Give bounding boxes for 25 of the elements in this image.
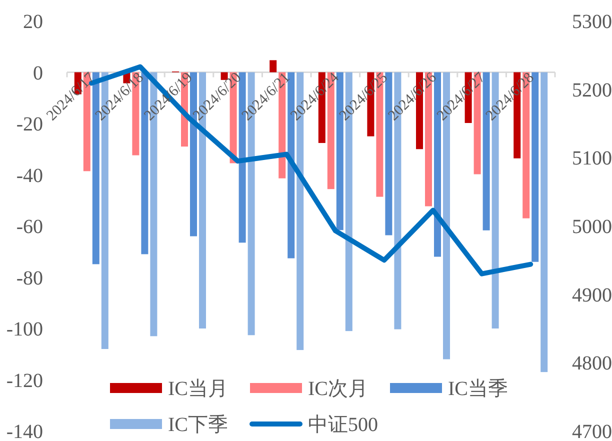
- y2-tick-label: 4900: [572, 284, 612, 306]
- y2-tick-label: 4700: [572, 421, 612, 441]
- y-tick-label: 20: [23, 11, 43, 33]
- legend-label: IC当月: [168, 378, 228, 400]
- bar: [220, 72, 228, 80]
- y-tick-label: -140: [6, 421, 43, 441]
- y-tick-label: -20: [16, 114, 43, 136]
- y2-tick-label: 5100: [572, 148, 612, 170]
- y2-tick-label: 4800: [572, 352, 612, 375]
- bar: [270, 60, 277, 72]
- bar: [532, 72, 539, 262]
- y-tick-label: -40: [16, 164, 43, 187]
- y-tick-label: -100: [6, 318, 43, 340]
- y-tick-label: -120: [6, 370, 43, 392]
- legend-label: IC次月: [308, 378, 368, 400]
- legend-label: IC当季: [448, 378, 508, 400]
- y2-tick-label: 5200: [572, 79, 612, 102]
- y-tick-label: -80: [16, 267, 43, 290]
- y-tick-label: 0: [33, 62, 43, 84]
- legend-label: IC下季: [168, 414, 228, 436]
- y2-tick-label: 5000: [572, 216, 612, 238]
- bar: [540, 72, 548, 372]
- y2-tick-label: 5300: [572, 11, 612, 33]
- legend-label: 中证500: [308, 414, 378, 436]
- y-tick-label: -60: [16, 216, 43, 238]
